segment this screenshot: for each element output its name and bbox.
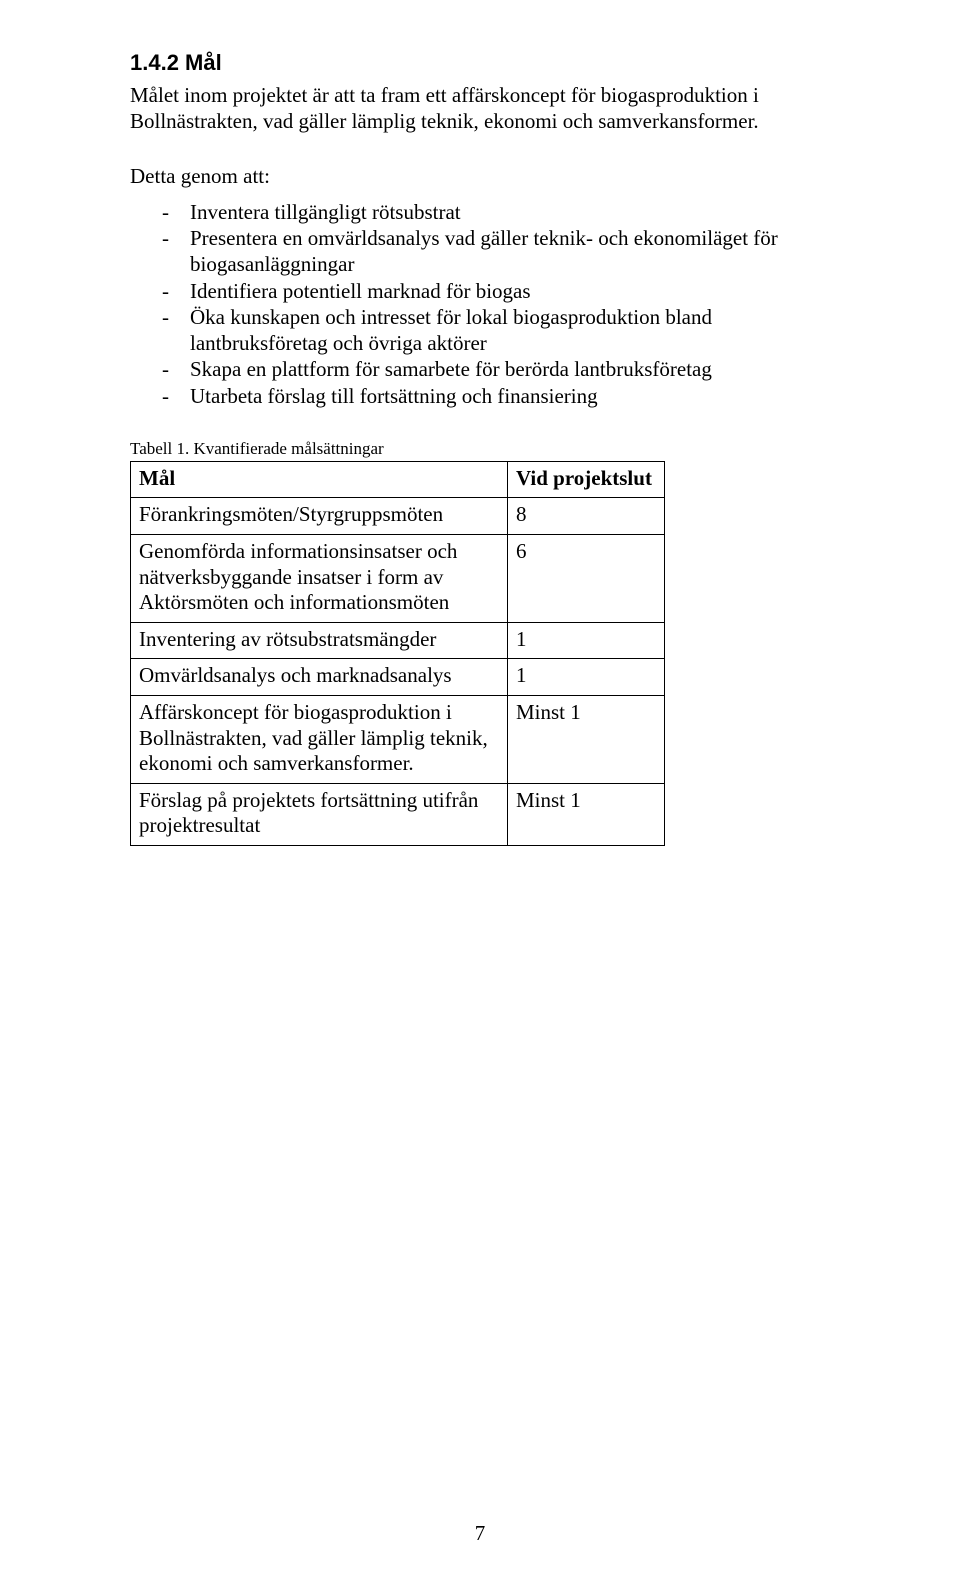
table-cell: Genomförda informationsinsatser och nätv… — [131, 534, 508, 622]
table-cell: Minst 1 — [508, 783, 665, 845]
goals-table: Mål Vid projektslut Förankringsmöten/Sty… — [130, 461, 665, 846]
list-item: Inventera tillgängligt rötsubstrat — [130, 199, 830, 225]
page-number: 7 — [0, 1521, 960, 1546]
table-row: Omvärldsanalys och marknadsanalys 1 — [131, 659, 665, 696]
table-row: Mål Vid projektslut — [131, 461, 665, 498]
section-heading: 1.4.2 Mål — [130, 50, 830, 76]
table-row: Förslag på projektets fortsättning utifr… — [131, 783, 665, 845]
bullet-list: Inventera tillgängligt rötsubstrat Prese… — [130, 199, 830, 409]
list-item: Öka kunskapen och intresset för lokal bi… — [130, 304, 830, 357]
table-cell: 6 — [508, 534, 665, 622]
table-cell: Affärskoncept för biogasproduktion i Bol… — [131, 696, 508, 784]
table-cell: Inventering av rötsubstratsmängder — [131, 622, 508, 659]
table-row: Affärskoncept för biogasproduktion i Bol… — [131, 696, 665, 784]
list-item: Skapa en plattform för samarbete för ber… — [130, 356, 830, 382]
list-item: Presentera en omvärldsanalys vad gäller … — [130, 225, 830, 278]
table-caption: Tabell 1. Kvantifierade målsättningar — [130, 439, 830, 459]
table-cell: 1 — [508, 622, 665, 659]
table-cell: 1 — [508, 659, 665, 696]
table-cell: Förslag på projektets fortsättning utifr… — [131, 783, 508, 845]
table-cell: Omvärldsanalys och marknadsanalys — [131, 659, 508, 696]
list-lead-in: Detta genom att: — [130, 163, 830, 189]
table-row: Genomförda informationsinsatser och nätv… — [131, 534, 665, 622]
table-cell: 8 — [508, 498, 665, 535]
intro-paragraph: Målet inom projektet är att ta fram ett … — [130, 82, 830, 135]
list-item: Utarbeta förslag till fortsättning och f… — [130, 383, 830, 409]
table-row: Förankringsmöten/Styrgruppsmöten 8 — [131, 498, 665, 535]
table-row: Inventering av rötsubstratsmängder 1 — [131, 622, 665, 659]
table-cell: Minst 1 — [508, 696, 665, 784]
table-header-cell: Mål — [131, 461, 508, 498]
table-cell: Förankringsmöten/Styrgruppsmöten — [131, 498, 508, 535]
table-header-cell: Vid projektslut — [508, 461, 665, 498]
document-page: 1.4.2 Mål Målet inom projektet är att ta… — [0, 0, 960, 1588]
list-item: Identifiera potentiell marknad för bioga… — [130, 278, 830, 304]
